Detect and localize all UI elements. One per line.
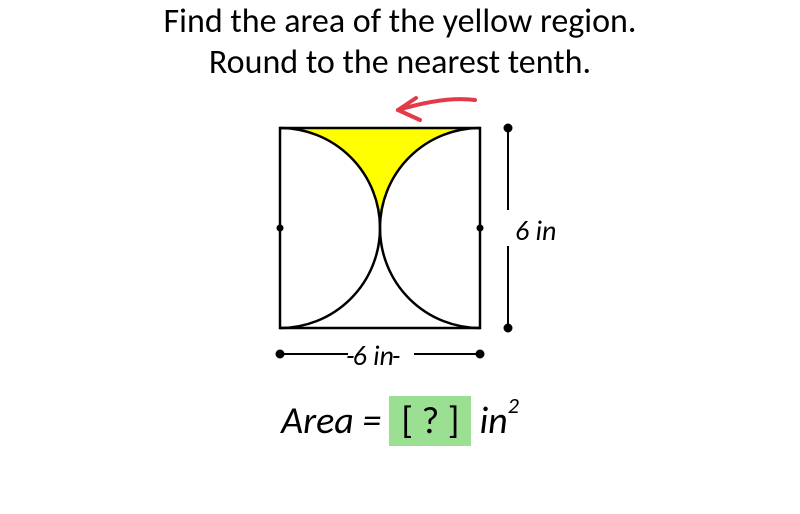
prompt-text: Find the area of the yellow region. Roun… — [164, 2, 637, 84]
prompt-line2: Round to the nearest tenth. — [209, 42, 591, 83]
right-center-dot — [477, 224, 484, 231]
answer-prefix: Area = — [281, 398, 381, 444]
answer-line: Area = [ ? ] in2 — [281, 396, 519, 446]
label-bottom: -6 in- — [346, 338, 401, 373]
answer-box[interactable]: [ ? ] — [389, 396, 471, 446]
dim-bar-right — [505, 124, 512, 331]
figure-container: 6 in -6 in- — [190, 88, 610, 388]
prompt-line1: Find the area of the yellow region. — [164, 1, 637, 42]
answer-unit: in2 — [479, 398, 518, 444]
label-right: 6 in — [515, 213, 556, 248]
left-center-dot — [277, 224, 284, 231]
